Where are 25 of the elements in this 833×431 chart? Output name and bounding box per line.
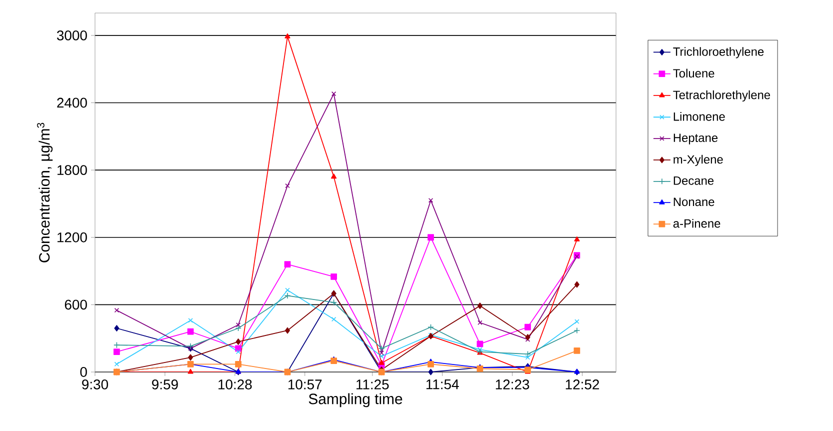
x-tick-label: 11:54 — [426, 380, 459, 390]
y-tick-label: 1800 — [58, 165, 87, 176]
legend-label: a-Pinene — [673, 218, 720, 228]
legend-label: Limonene — [674, 112, 725, 121]
y-tick-label: 2400 — [57, 98, 87, 108]
legend-label: Decane — [674, 176, 714, 185]
y-tick-label: 3000 — [56, 30, 87, 40]
legend-label: Nonane — [674, 198, 714, 206]
y-tick-label: 0 — [80, 367, 87, 377]
legend-label: Toluene — [673, 68, 714, 78]
x-tick-label: 10:28 — [218, 380, 252, 390]
x-tick-label: 10:57 — [288, 380, 322, 390]
y-axis-title: Concentration, µg/m$^{3}$ — [37, 122, 53, 262]
y-tick-label: 1200 — [58, 232, 87, 242]
x-axis-title: Sampling time — [308, 393, 402, 408]
x-tick-label: 11:25 — [356, 380, 389, 390]
legend-label: Trichloroethylene — [673, 47, 764, 58]
legend-label: m-Xylene — [674, 154, 723, 166]
x-tick-label: 9:59 — [152, 380, 178, 390]
legend-label: Heptane — [674, 134, 718, 144]
x-tick-label: 12:23 — [496, 380, 530, 390]
legend-label: Tetrachlorethylene — [673, 90, 770, 102]
y-tick-label: 600 — [64, 300, 87, 310]
x-tick-label: 9:30 — [82, 380, 108, 390]
x-tick-label: 12:52 — [566, 380, 599, 390]
